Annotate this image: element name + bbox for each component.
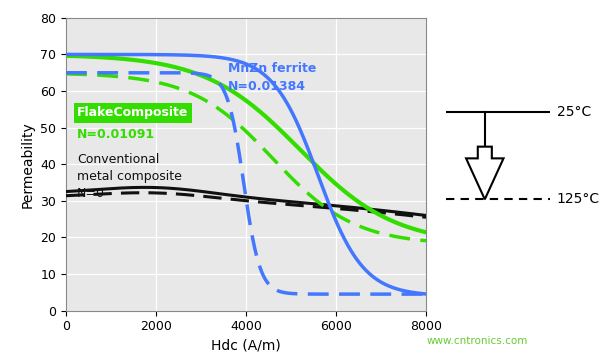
Text: Conventional
metal composite
N=0: Conventional metal composite N=0 [77,153,182,200]
Text: 125°C: 125°C [557,192,599,206]
Y-axis label: Permeability: Permeability [21,121,35,207]
X-axis label: Hdc (A/m): Hdc (A/m) [211,339,281,353]
Text: N=0.01091: N=0.01091 [77,129,155,141]
Polygon shape [466,147,503,199]
Text: N=0.01384: N=0.01384 [228,80,306,93]
Text: www.cntronics.com: www.cntronics.com [427,336,528,346]
Text: FlakeComposite: FlakeComposite [77,106,188,120]
Text: MnZn ferrite: MnZn ferrite [228,62,316,75]
Text: 25°C: 25°C [557,105,591,119]
